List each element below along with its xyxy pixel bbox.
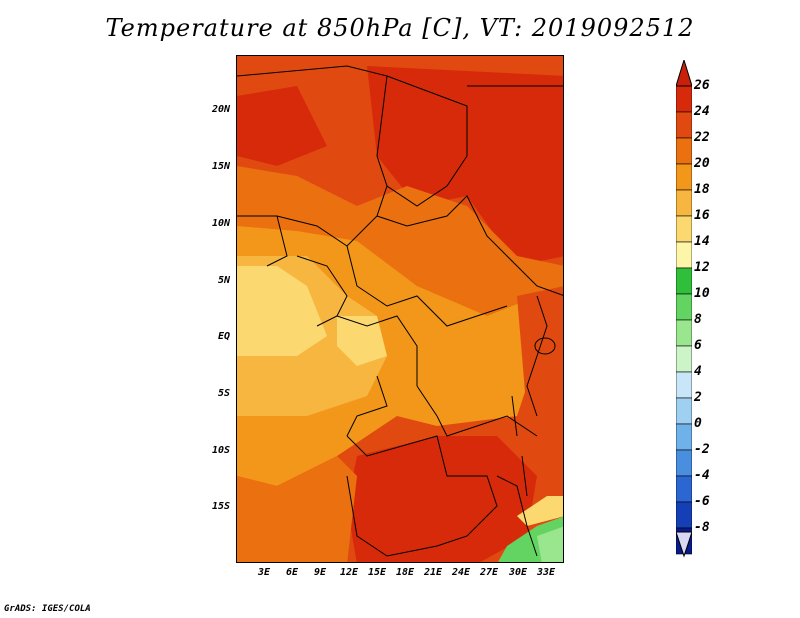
field-hot-south (347, 436, 537, 562)
colorbar-segment (676, 241, 692, 269)
lon-tick-label: 6E (285, 567, 299, 578)
colorbar-segment (676, 163, 692, 191)
field-orange-southwest (237, 456, 357, 562)
colorbar-label: 12 (694, 260, 710, 275)
colorbar-segment (676, 475, 692, 503)
colorbar-label: -2 (694, 442, 710, 457)
colorbar-label: 16 (694, 208, 710, 223)
lon-tick-label: 3E (257, 567, 271, 578)
colorbar-label: 22 (694, 130, 710, 145)
field-pale-yellow-gulf (237, 266, 327, 356)
colorbar-segment (676, 501, 692, 529)
colorbar-segment (676, 85, 692, 113)
lakes (511, 337, 556, 497)
country-borders (237, 65, 563, 557)
map-title: Temperature at 850hPa [C], VT: 201909251… (105, 14, 695, 42)
colorbar-segment (676, 215, 692, 243)
map-panel (236, 55, 564, 563)
colorbar-label: 14 (694, 234, 710, 249)
lat-tick-label: 10N (211, 218, 230, 229)
lon-tick-label: 30E (508, 567, 528, 578)
colorbar-segment (676, 189, 692, 217)
field-yellow-southeast (517, 496, 563, 526)
lon-tick-label: 9E (313, 567, 327, 578)
lat-tick-label: 10S (211, 445, 230, 456)
colorbar-label: -8 (694, 520, 710, 535)
field-hot-northwest (237, 86, 327, 166)
lat-tick-label: 5N (217, 275, 230, 286)
colorbar-segment (676, 111, 692, 139)
lon-tick-label: 33E (536, 567, 556, 578)
colorbar-label: 8 (694, 312, 702, 327)
colorbar-segments (676, 85, 692, 555)
colorbar-label: -6 (694, 494, 710, 509)
lat-tick-label: 20N (211, 104, 230, 115)
credit-text: GrADS: IGES/COLA (4, 604, 91, 614)
colorbar-label: 18 (694, 182, 710, 197)
temperature-field (237, 56, 563, 562)
lat-tick-label: 15S (211, 501, 230, 512)
colorbar-bottom-triangle (676, 531, 692, 558)
colorbar-label: 26 (694, 78, 710, 93)
lat-tick-label: EQ (217, 331, 230, 342)
colorbar-label: -4 (694, 468, 710, 483)
field-orange-sahel (237, 166, 563, 326)
colorbar-label: 6 (694, 338, 702, 353)
colorbar-segment (676, 371, 692, 399)
colorbar-segment (676, 423, 692, 451)
lon-tick-label: 21E (423, 567, 443, 578)
colorbar-label: 2 (694, 390, 702, 405)
lat-tick-label: 5S (217, 388, 230, 399)
colorbar-top-triangle (676, 60, 692, 87)
colorbar-segment (676, 345, 692, 373)
colorbar (676, 60, 692, 558)
colorbar-label: 20 (694, 156, 710, 171)
colorbar-segment (676, 267, 692, 295)
colorbar-label: 0 (694, 416, 702, 431)
colorbar-segment (676, 449, 692, 477)
colorbar-label: 24 (694, 104, 710, 119)
lon-tick-label: 24E (451, 567, 471, 578)
field-east (517, 286, 563, 476)
colorbar-segment (676, 319, 692, 347)
lon-tick-label: 12E (339, 567, 359, 578)
lon-tick-label: 18E (395, 567, 415, 578)
colorbar-segment (676, 137, 692, 165)
lat-tick-label: 15N (211, 161, 230, 172)
field-pale-yellow-congo (337, 316, 387, 366)
field-hot-northeast (367, 66, 563, 266)
lon-tick-label: 15E (367, 567, 387, 578)
colorbar-segment (676, 293, 692, 321)
colorbar-segment (676, 397, 692, 425)
field-lightgreen-southeast (537, 526, 563, 562)
colorbar-label: 4 (694, 364, 702, 379)
lon-tick-label: 27E (479, 567, 499, 578)
colorbar-label: 10 (694, 286, 710, 301)
